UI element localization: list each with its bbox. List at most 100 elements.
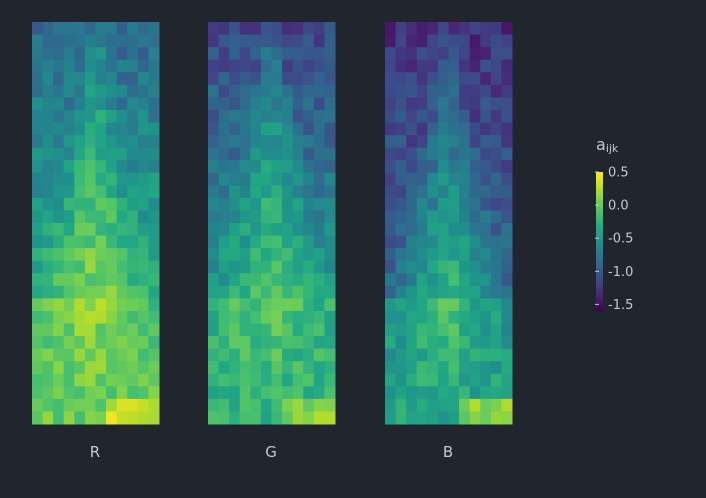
heatmap-cell [395, 248, 407, 262]
colorbar-segment [596, 202, 603, 205]
heatmap-cell [208, 135, 220, 149]
heatmap-cell [127, 273, 139, 287]
heatmap-cell [501, 172, 513, 186]
heatmap-cell [229, 273, 241, 287]
heatmap-cell [271, 22, 283, 36]
heatmap-cell [218, 59, 230, 73]
heatmap-cell [313, 273, 325, 287]
heatmap-cell [490, 34, 502, 48]
heatmap-cell [448, 160, 460, 174]
heatmap-cell [427, 361, 439, 375]
heatmap-cell [148, 122, 160, 136]
heatmap-cell [42, 97, 54, 111]
heatmap-cell [74, 361, 86, 375]
heatmap-cell [53, 210, 65, 224]
heatmap-cell [260, 273, 272, 287]
colorbar-segment [596, 264, 603, 268]
heatmap-cell [218, 160, 230, 174]
heatmap-cell [84, 235, 96, 249]
heatmap-cell [416, 373, 428, 387]
heatmap-cell [84, 273, 96, 287]
heatmap-cell [260, 248, 272, 262]
colorbar-segment [596, 192, 603, 196]
heatmap-cell [395, 72, 407, 86]
heatmap-cell [501, 386, 513, 400]
heatmap-cell [239, 147, 251, 161]
heatmap-cell [313, 72, 325, 86]
heatmap-cell [74, 72, 86, 86]
heatmap-cell [137, 398, 149, 412]
heatmap-cell [416, 248, 428, 262]
heatmap-cell [416, 348, 428, 362]
heatmap-cell [32, 323, 44, 337]
heatmap-cell [490, 147, 502, 161]
heatmap-cell [63, 235, 75, 249]
heatmap-cell [459, 273, 471, 287]
heatmap-cell [84, 72, 96, 86]
heatmap-cell [501, 160, 513, 174]
heatmap-cell [490, 223, 502, 237]
heatmap-cell [303, 248, 315, 262]
heatmap-cell [32, 361, 44, 375]
heatmap-cell [324, 135, 336, 149]
heatmap-cell [416, 59, 428, 73]
heatmap-cell [385, 172, 397, 186]
colorbar-segment [596, 241, 603, 245]
heatmap-cell [106, 223, 118, 237]
heatmap-cell [292, 323, 304, 337]
heatmap-cell [84, 47, 96, 61]
heatmap-cell [32, 223, 44, 237]
heatmap-cell [32, 185, 44, 199]
heatmap-cell [303, 223, 315, 237]
heatmap-cell [127, 411, 139, 425]
heatmap-cell [313, 223, 325, 237]
heatmap-cell [116, 197, 128, 211]
heatmap-cell [459, 160, 471, 174]
heatmap-cell [260, 285, 272, 299]
heatmap-cell [406, 361, 418, 375]
heatmap-cell [250, 348, 262, 362]
heatmap-cell [385, 135, 397, 149]
heatmap-cell [260, 336, 272, 350]
heatmap-cell [385, 336, 397, 350]
heatmap-cell [218, 398, 230, 412]
heatmap-cell [437, 310, 449, 324]
heatmap-cell [292, 160, 304, 174]
heatmap-cell [501, 298, 513, 312]
heatmap-cell [406, 172, 418, 186]
heatmap-cell [74, 59, 86, 73]
heatmap-cell [53, 22, 65, 36]
colorbar-segment [596, 283, 603, 287]
heatmap-cell [74, 285, 86, 299]
heatmap-cell [32, 273, 44, 287]
heatmap-cell [313, 109, 325, 123]
heatmap-cell [127, 210, 139, 224]
heatmap-cell [137, 373, 149, 387]
heatmap-cell [32, 84, 44, 98]
heatmap-cell [490, 348, 502, 362]
heatmap-cell [127, 298, 139, 312]
heatmap-cell [427, 160, 439, 174]
heatmap-cell [260, 235, 272, 249]
heatmap-cell [395, 373, 407, 387]
heatmap-cell [148, 336, 160, 350]
heatmap-cell [395, 235, 407, 249]
heatmap-cell [469, 97, 481, 111]
heatmap-cell [53, 72, 65, 86]
heatmap-cell [480, 411, 492, 425]
heatmap-cell [32, 210, 44, 224]
heatmap-cell [84, 147, 96, 161]
heatmap-cell [416, 298, 428, 312]
heatmap-cell [459, 223, 471, 237]
heatmap-cell [416, 147, 428, 161]
heatmap-cell [42, 298, 54, 312]
heatmap-cell [239, 361, 251, 375]
heatmap-cell [416, 185, 428, 199]
heatmap-cell [95, 22, 107, 36]
heatmap-cell [95, 411, 107, 425]
heatmap-cell [303, 210, 315, 224]
heatmap-cell [116, 386, 128, 400]
heatmap-cell [116, 22, 128, 36]
heatmap-cell [74, 34, 86, 48]
heatmap-cell [501, 223, 513, 237]
